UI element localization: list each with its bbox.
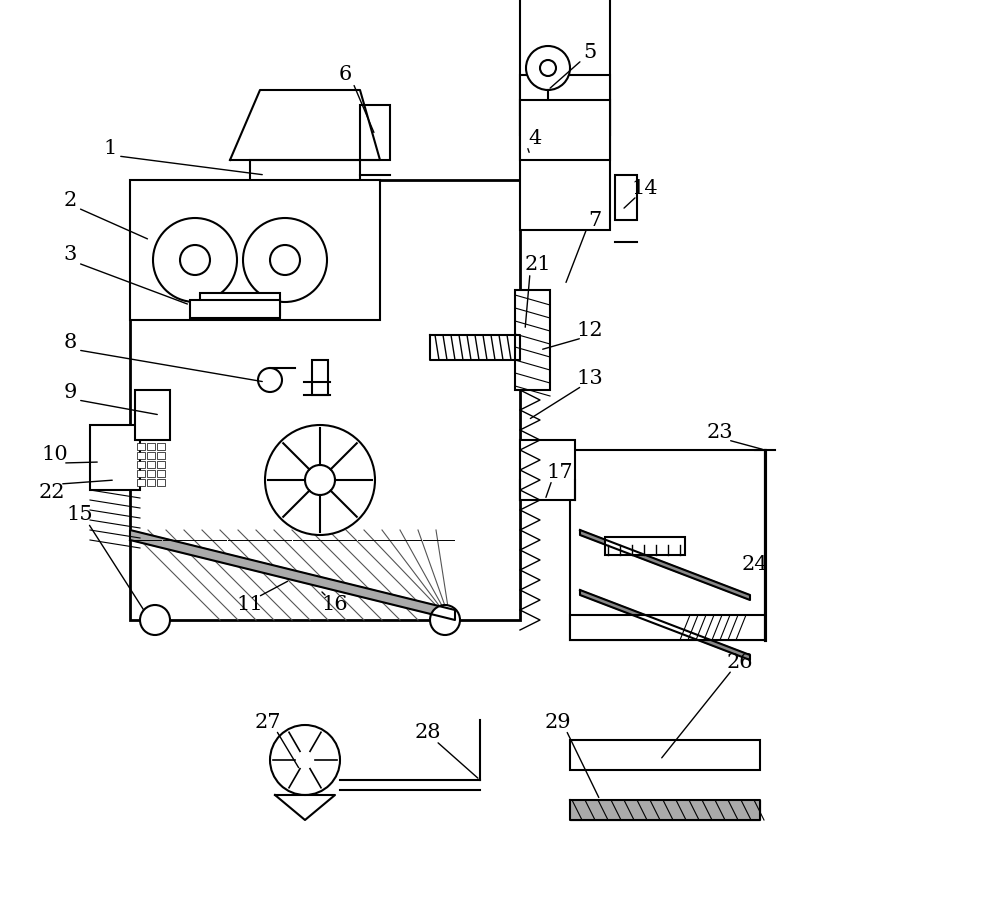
Polygon shape bbox=[130, 530, 450, 620]
Text: 15: 15 bbox=[67, 506, 93, 525]
Bar bbox=[570, 740, 760, 770]
Polygon shape bbox=[230, 90, 380, 160]
Text: 6: 6 bbox=[338, 66, 352, 85]
Bar bbox=[515, 290, 550, 390]
Bar bbox=[130, 180, 520, 620]
Bar bbox=[137, 479, 145, 486]
Bar bbox=[570, 450, 765, 640]
Bar bbox=[520, 0, 610, 230]
Bar bbox=[135, 390, 170, 440]
Bar bbox=[147, 461, 155, 468]
Text: 3: 3 bbox=[63, 245, 77, 264]
Circle shape bbox=[270, 245, 300, 275]
Polygon shape bbox=[580, 590, 750, 660]
Bar bbox=[312, 360, 328, 395]
Bar bbox=[520, 75, 610, 135]
Circle shape bbox=[526, 46, 570, 90]
Bar bbox=[147, 479, 155, 486]
Text: 12: 12 bbox=[577, 321, 603, 340]
Polygon shape bbox=[130, 530, 455, 620]
Text: 29: 29 bbox=[545, 712, 571, 732]
Circle shape bbox=[153, 218, 237, 302]
Bar bbox=[520, 100, 610, 160]
Text: 5: 5 bbox=[583, 43, 597, 62]
Bar bbox=[360, 105, 390, 160]
Bar bbox=[157, 443, 165, 450]
Text: 8: 8 bbox=[63, 333, 77, 352]
Bar bbox=[137, 452, 145, 459]
Text: 1: 1 bbox=[103, 138, 117, 158]
Bar bbox=[200, 293, 280, 315]
Text: 2: 2 bbox=[63, 190, 77, 210]
Text: 4: 4 bbox=[528, 128, 542, 148]
Bar bbox=[90, 425, 140, 490]
Text: 28: 28 bbox=[415, 723, 441, 742]
Text: 24: 24 bbox=[742, 556, 768, 575]
Bar bbox=[570, 615, 765, 640]
Text: 23: 23 bbox=[707, 423, 733, 442]
Bar bbox=[250, 160, 360, 210]
Bar bbox=[605, 537, 685, 555]
Bar bbox=[520, 440, 575, 500]
Text: 26: 26 bbox=[727, 652, 753, 671]
Text: 17: 17 bbox=[547, 463, 573, 482]
Bar bbox=[147, 470, 155, 477]
Circle shape bbox=[265, 425, 375, 535]
Circle shape bbox=[258, 368, 282, 392]
Text: 14: 14 bbox=[632, 179, 658, 198]
Bar bbox=[190, 300, 280, 318]
Circle shape bbox=[540, 60, 556, 76]
Polygon shape bbox=[430, 335, 520, 360]
Circle shape bbox=[243, 218, 327, 302]
Text: 10: 10 bbox=[42, 445, 68, 465]
Bar bbox=[147, 443, 155, 450]
Circle shape bbox=[305, 465, 335, 495]
Bar bbox=[157, 461, 165, 468]
Circle shape bbox=[430, 605, 460, 635]
Bar bbox=[157, 479, 165, 486]
Bar bbox=[157, 470, 165, 477]
Text: 11: 11 bbox=[237, 596, 263, 615]
Text: 9: 9 bbox=[63, 383, 77, 402]
Text: 7: 7 bbox=[588, 210, 602, 230]
Polygon shape bbox=[570, 800, 760, 820]
Bar bbox=[157, 452, 165, 459]
Text: 21: 21 bbox=[525, 255, 551, 274]
Text: 22: 22 bbox=[39, 483, 65, 501]
Bar bbox=[137, 461, 145, 468]
Circle shape bbox=[140, 605, 170, 635]
Bar bbox=[147, 452, 155, 459]
Bar bbox=[137, 470, 145, 477]
Bar bbox=[130, 180, 380, 320]
Polygon shape bbox=[580, 530, 750, 600]
Circle shape bbox=[270, 725, 340, 795]
Text: 13: 13 bbox=[577, 369, 603, 387]
Bar bbox=[137, 443, 145, 450]
Text: 27: 27 bbox=[255, 712, 281, 732]
Text: 16: 16 bbox=[322, 596, 348, 615]
Bar bbox=[615, 175, 637, 220]
Circle shape bbox=[180, 245, 210, 275]
